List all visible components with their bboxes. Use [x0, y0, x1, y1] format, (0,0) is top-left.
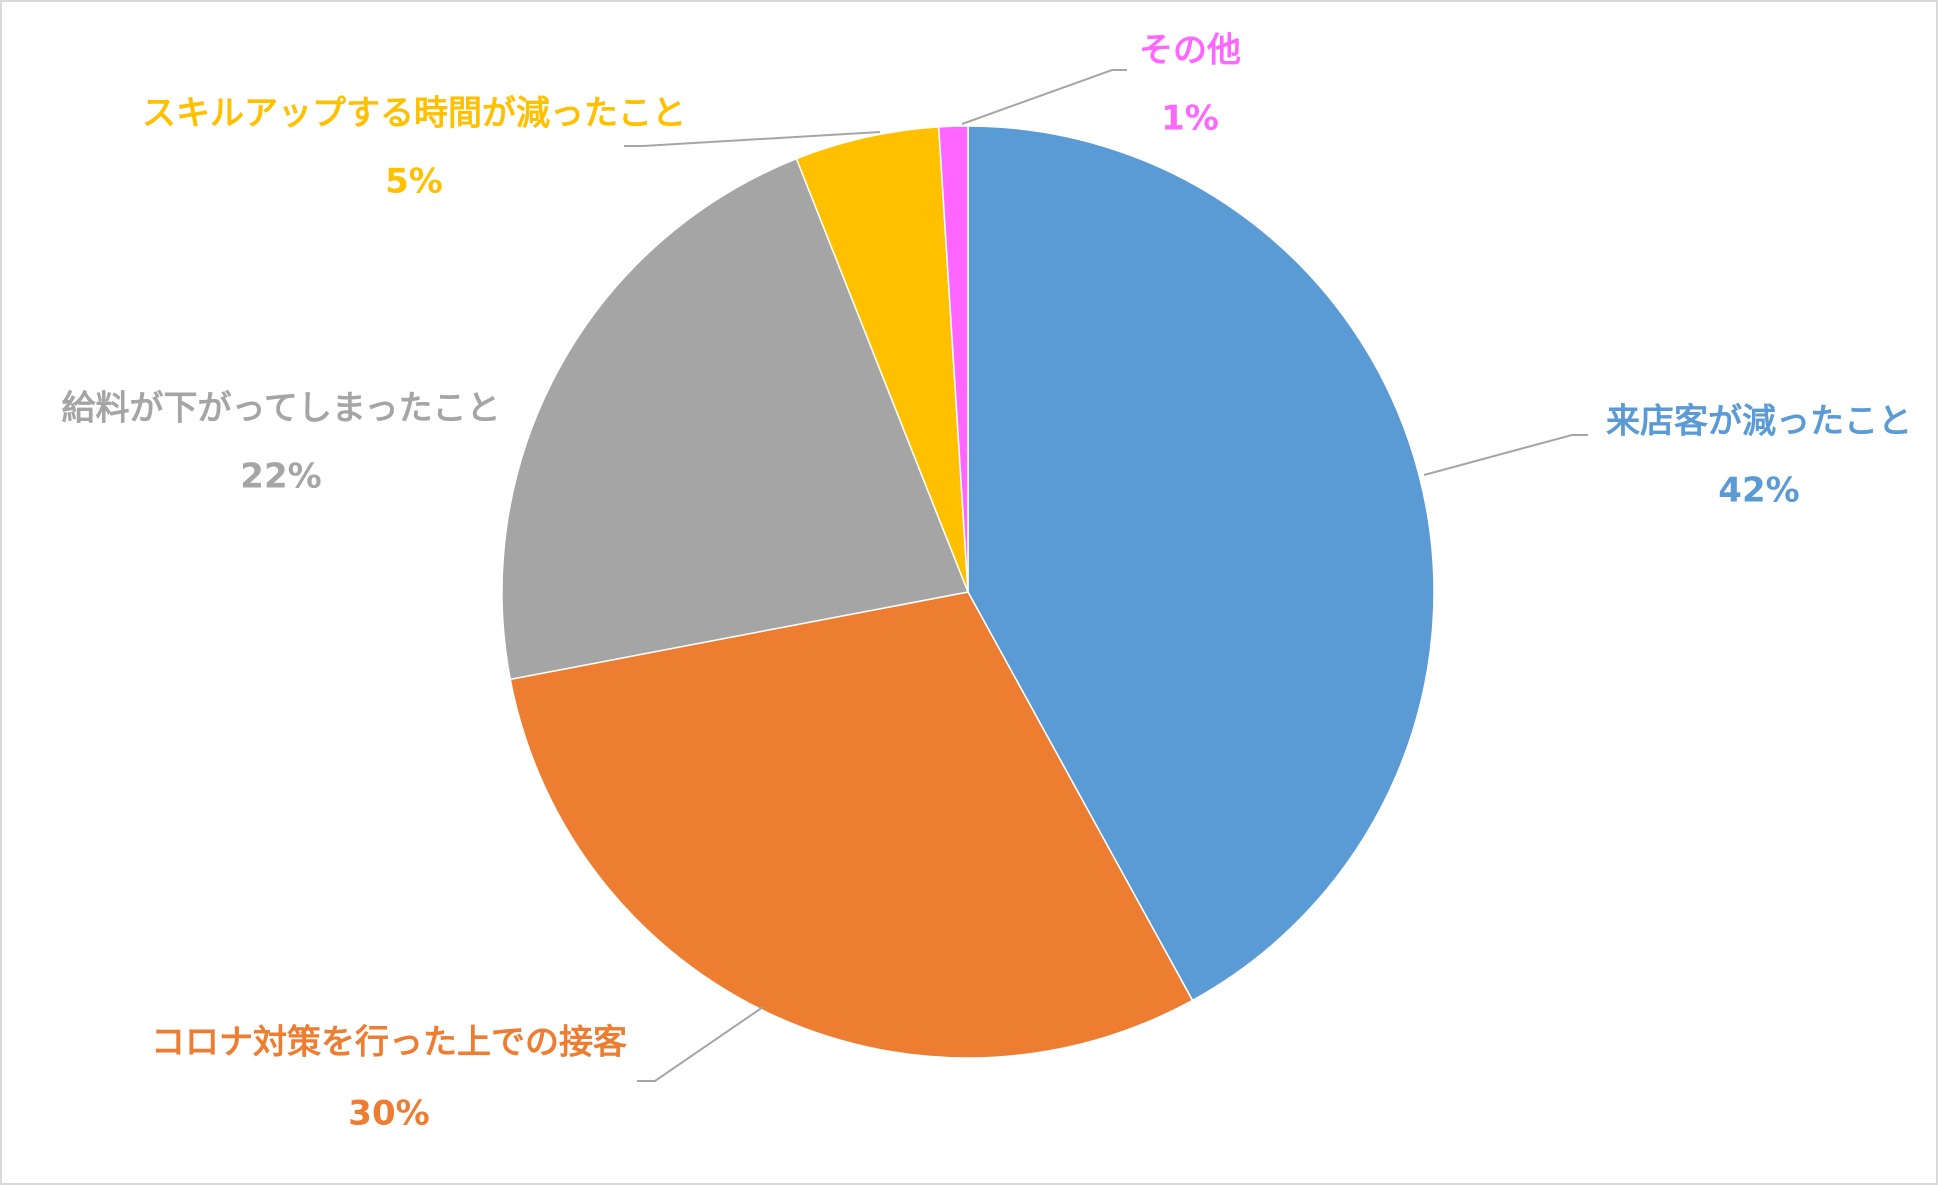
- value-label: 1%: [1161, 99, 1219, 139]
- value-label: 42%: [1718, 471, 1799, 511]
- category-label: スキルアップする時間が減ったこと: [142, 94, 686, 134]
- leader-line: [961, 69, 1127, 125]
- leader-line: [624, 131, 881, 147]
- category-label: 給料が下がってしまったこと: [62, 389, 501, 429]
- value-label: 30%: [348, 1094, 429, 1134]
- value-label: 5%: [385, 162, 443, 202]
- pie-slice: [795, 126, 969, 593]
- leader-line: [637, 1006, 764, 1082]
- pie-slice: [509, 591, 1194, 1059]
- leader-line: [1423, 434, 1588, 476]
- pie-slice: [501, 157, 970, 681]
- category-label: その他: [1139, 31, 1241, 71]
- category-label: 来店客が減ったこと: [1606, 402, 1912, 442]
- category-label: コロナ対策を行った上での接客: [151, 1023, 627, 1063]
- pie-slice: [937, 125, 969, 593]
- pie-slice: [967, 125, 1435, 1002]
- value-label: 22%: [240, 457, 321, 497]
